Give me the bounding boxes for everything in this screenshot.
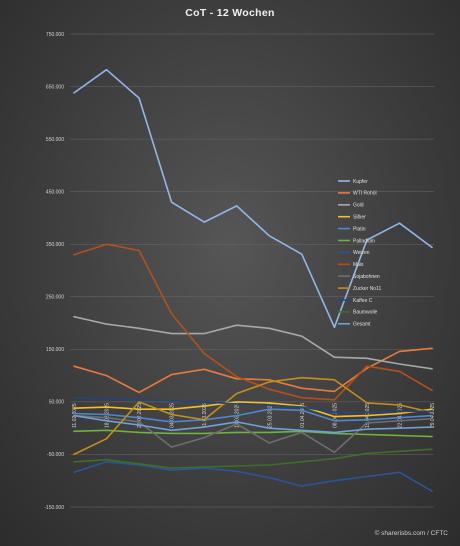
series-line-zucker-no11: [73, 376, 433, 456]
y-tick-label: 250.000: [46, 295, 64, 301]
x-tick-label: 29.04.2025: [430, 403, 436, 428]
series-line-baumwolle: [73, 448, 433, 469]
legend-label: Mais: [353, 262, 364, 268]
x-tick-label: 25.03.2025: [267, 403, 273, 428]
series-line-mais: [73, 243, 433, 401]
gridlines: [70, 33, 434, 508]
x-tick-label: 22.04.2025: [397, 403, 403, 428]
y-tick-label: 750.000: [46, 32, 64, 38]
legend-label: Sojabohnen: [353, 274, 380, 280]
series-line-gold: [73, 315, 433, 370]
legend-label: Gesamt: [353, 322, 371, 328]
legend-label: Zucker No11: [353, 286, 381, 292]
series-line-kupfer: [73, 68, 433, 329]
y-tick-label: -50.000: [47, 452, 64, 458]
series-line-weizen: [73, 460, 433, 493]
footer-credit: © sharerisbs.com / CFTC: [374, 530, 448, 537]
legend-label: Silber: [353, 215, 366, 221]
y-tick-label: 50.000: [49, 400, 65, 406]
y-tick-label: 150.000: [46, 347, 64, 353]
legend-label: Platin: [353, 226, 366, 232]
y-tick-label: 350.000: [46, 242, 64, 248]
legend-label: Weizen: [353, 250, 370, 256]
x-tick-label: 01.04.2025: [300, 403, 306, 428]
series-lines: [73, 68, 433, 493]
y-tick-label: 550.000: [46, 137, 64, 143]
series-line-gesamt: [73, 414, 433, 434]
y-tick-label: -150.000: [44, 505, 64, 511]
y-tick-label: 650.000: [46, 84, 64, 90]
legend-label: Baumwolle: [353, 310, 378, 316]
x-tick-label: 11.03.2025: [202, 403, 208, 428]
legend-label: Palladium: [353, 238, 375, 244]
series-line-wti-roh-l: [73, 347, 433, 394]
chart-title: CoT - 12 Wochen: [185, 7, 275, 19]
series-line-sojabohnen: [73, 414, 433, 454]
x-tick-label: 08.04.2025: [332, 403, 338, 428]
y-tick-label: 450.000: [46, 189, 64, 195]
legend: Kupfer WTI Rohöl Gold Silber Platin Palladium…: [338, 179, 381, 328]
series-line-kaffee-c: [73, 396, 433, 414]
y-axis-ticks: 750.000 650.000 550.000 450.000 350.000 250.0…: [44, 32, 64, 511]
x-tick-label: 25.02.2025: [137, 403, 143, 428]
legend-label: Kupfer: [353, 179, 368, 185]
legend-label: Gold: [353, 203, 364, 209]
series-line-platin: [73, 408, 433, 423]
legend-label: WTI Rohöl: [353, 191, 377, 197]
legend-label: Kaffee C: [353, 298, 373, 304]
series-line-palladium: [73, 429, 433, 438]
